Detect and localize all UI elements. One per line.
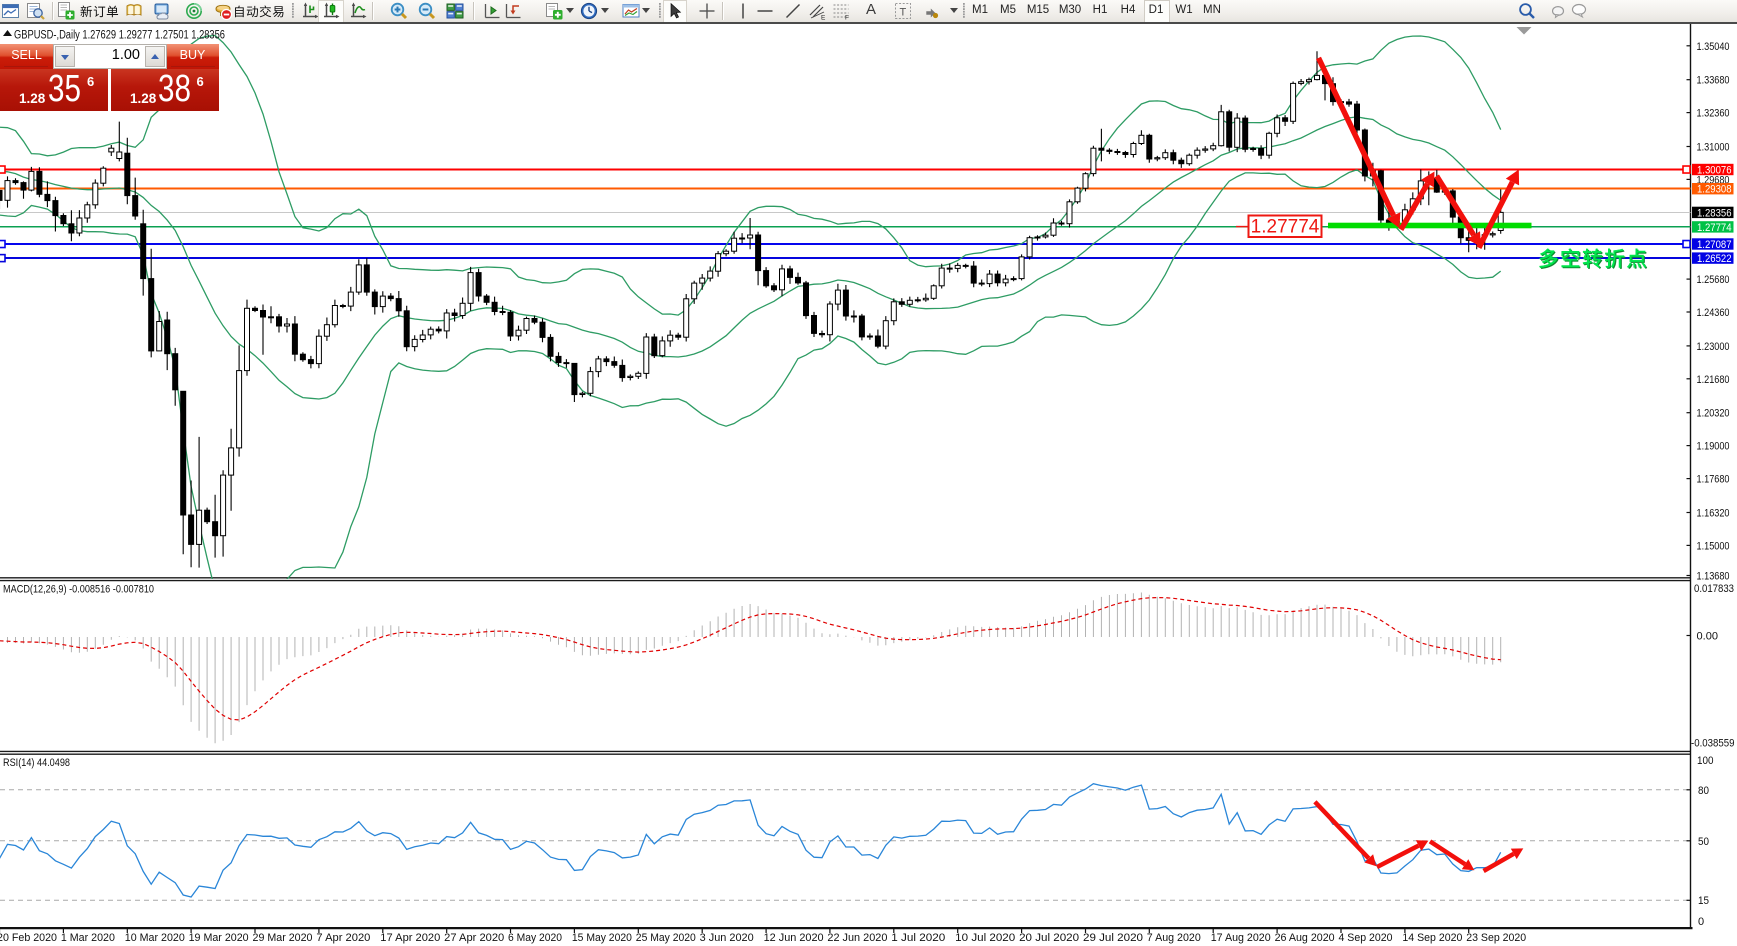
svg-text:15: 15 xyxy=(1698,895,1709,907)
svg-text:1.26522: 1.26522 xyxy=(1697,253,1732,265)
svg-text:7 Aug 2020: 7 Aug 2020 xyxy=(1147,932,1201,944)
svg-text:-0.038559: -0.038559 xyxy=(1691,738,1735,750)
svg-text:0.00: 0.00 xyxy=(1697,631,1719,643)
svg-text:F: F xyxy=(845,15,849,21)
svg-text:E: E xyxy=(821,15,826,21)
svg-text:1.25680: 1.25680 xyxy=(1697,274,1730,286)
svg-text:1.29308: 1.29308 xyxy=(1697,184,1732,196)
svg-text:20 Feb 2020: 20 Feb 2020 xyxy=(0,932,57,944)
svg-text:23 Sep 2020: 23 Sep 2020 xyxy=(1466,932,1526,944)
svg-text:10 Mar 2020: 10 Mar 2020 xyxy=(125,932,185,944)
svg-text:29 Jul 2020: 29 Jul 2020 xyxy=(1083,932,1143,944)
svg-text:7 Apr 2020: 7 Apr 2020 xyxy=(316,932,370,944)
svg-text:12 Jun 2020: 12 Jun 2020 xyxy=(764,932,824,944)
svg-text:6 May 2020: 6 May 2020 xyxy=(508,932,562,944)
svg-text:MACD(12,26,9) -0.008516 -0.007: MACD(12,26,9) -0.008516 -0.007810 xyxy=(3,584,154,596)
svg-text:29 Mar 2020: 29 Mar 2020 xyxy=(253,932,313,944)
svg-text:20 Jul 2020: 20 Jul 2020 xyxy=(1019,932,1079,944)
svg-text:19 Mar 2020: 19 Mar 2020 xyxy=(189,932,249,944)
svg-text:1.17680: 1.17680 xyxy=(1697,474,1730,486)
svg-text:1.32360: 1.32360 xyxy=(1697,108,1730,120)
svg-text:1 Jul 2020: 1 Jul 2020 xyxy=(891,932,945,944)
svg-text:50: 50 xyxy=(1698,836,1709,848)
svg-text:17 Apr 2020: 17 Apr 2020 xyxy=(380,932,440,944)
svg-text:0: 0 xyxy=(1698,916,1704,928)
svg-text:1.24360: 1.24360 xyxy=(1697,307,1730,319)
svg-text:17 Aug 2020: 17 Aug 2020 xyxy=(1211,932,1271,944)
svg-text:10 Jul 2020: 10 Jul 2020 xyxy=(955,932,1015,944)
svg-text:80: 80 xyxy=(1698,785,1709,797)
svg-text:22 Jun 2020: 22 Jun 2020 xyxy=(827,932,887,944)
svg-text:1.35040: 1.35040 xyxy=(1697,41,1730,53)
svg-text:0.017833: 0.017833 xyxy=(1694,583,1734,595)
svg-text:3 Jun 2020: 3 Jun 2020 xyxy=(700,932,754,944)
svg-text:RSI(14) 44.0498: RSI(14) 44.0498 xyxy=(3,757,70,769)
svg-text:1.19000: 1.19000 xyxy=(1697,441,1730,453)
svg-text:T: T xyxy=(900,7,907,19)
svg-text:1.15000: 1.15000 xyxy=(1697,540,1730,552)
svg-text:1.27087: 1.27087 xyxy=(1697,239,1732,251)
svg-text:1.27774: 1.27774 xyxy=(1697,222,1732,234)
svg-text:1.27774: 1.27774 xyxy=(1251,217,1320,238)
svg-text:1.30076: 1.30076 xyxy=(1697,165,1732,177)
svg-text:27 Apr 2020: 27 Apr 2020 xyxy=(444,932,504,944)
svg-text:1.20320: 1.20320 xyxy=(1697,408,1730,420)
svg-text:26 Aug 2020: 26 Aug 2020 xyxy=(1275,932,1335,944)
svg-text:1.21680: 1.21680 xyxy=(1697,374,1730,386)
svg-text:15 May 2020: 15 May 2020 xyxy=(572,932,632,944)
svg-text:1.16320: 1.16320 xyxy=(1697,508,1730,520)
svg-text:1.28356: 1.28356 xyxy=(1697,207,1732,219)
svg-text:GBPUSD-,Daily 1.27629 1.29277: GBPUSD-,Daily 1.27629 1.29277 1.27501 1.… xyxy=(14,30,225,42)
svg-text:4 Sep 2020: 4 Sep 2020 xyxy=(1339,932,1393,944)
svg-text:25 May 2020: 25 May 2020 xyxy=(636,932,696,944)
svg-text:1 Mar 2020: 1 Mar 2020 xyxy=(61,932,115,944)
svg-text:1.23000: 1.23000 xyxy=(1697,341,1730,353)
svg-text:1.33680: 1.33680 xyxy=(1697,75,1730,87)
svg-text:100: 100 xyxy=(1697,755,1714,767)
svg-text:1.31000: 1.31000 xyxy=(1697,142,1730,154)
svg-text:1.13680: 1.13680 xyxy=(1697,571,1730,583)
svg-text:14 Sep 2020: 14 Sep 2020 xyxy=(1402,932,1462,944)
